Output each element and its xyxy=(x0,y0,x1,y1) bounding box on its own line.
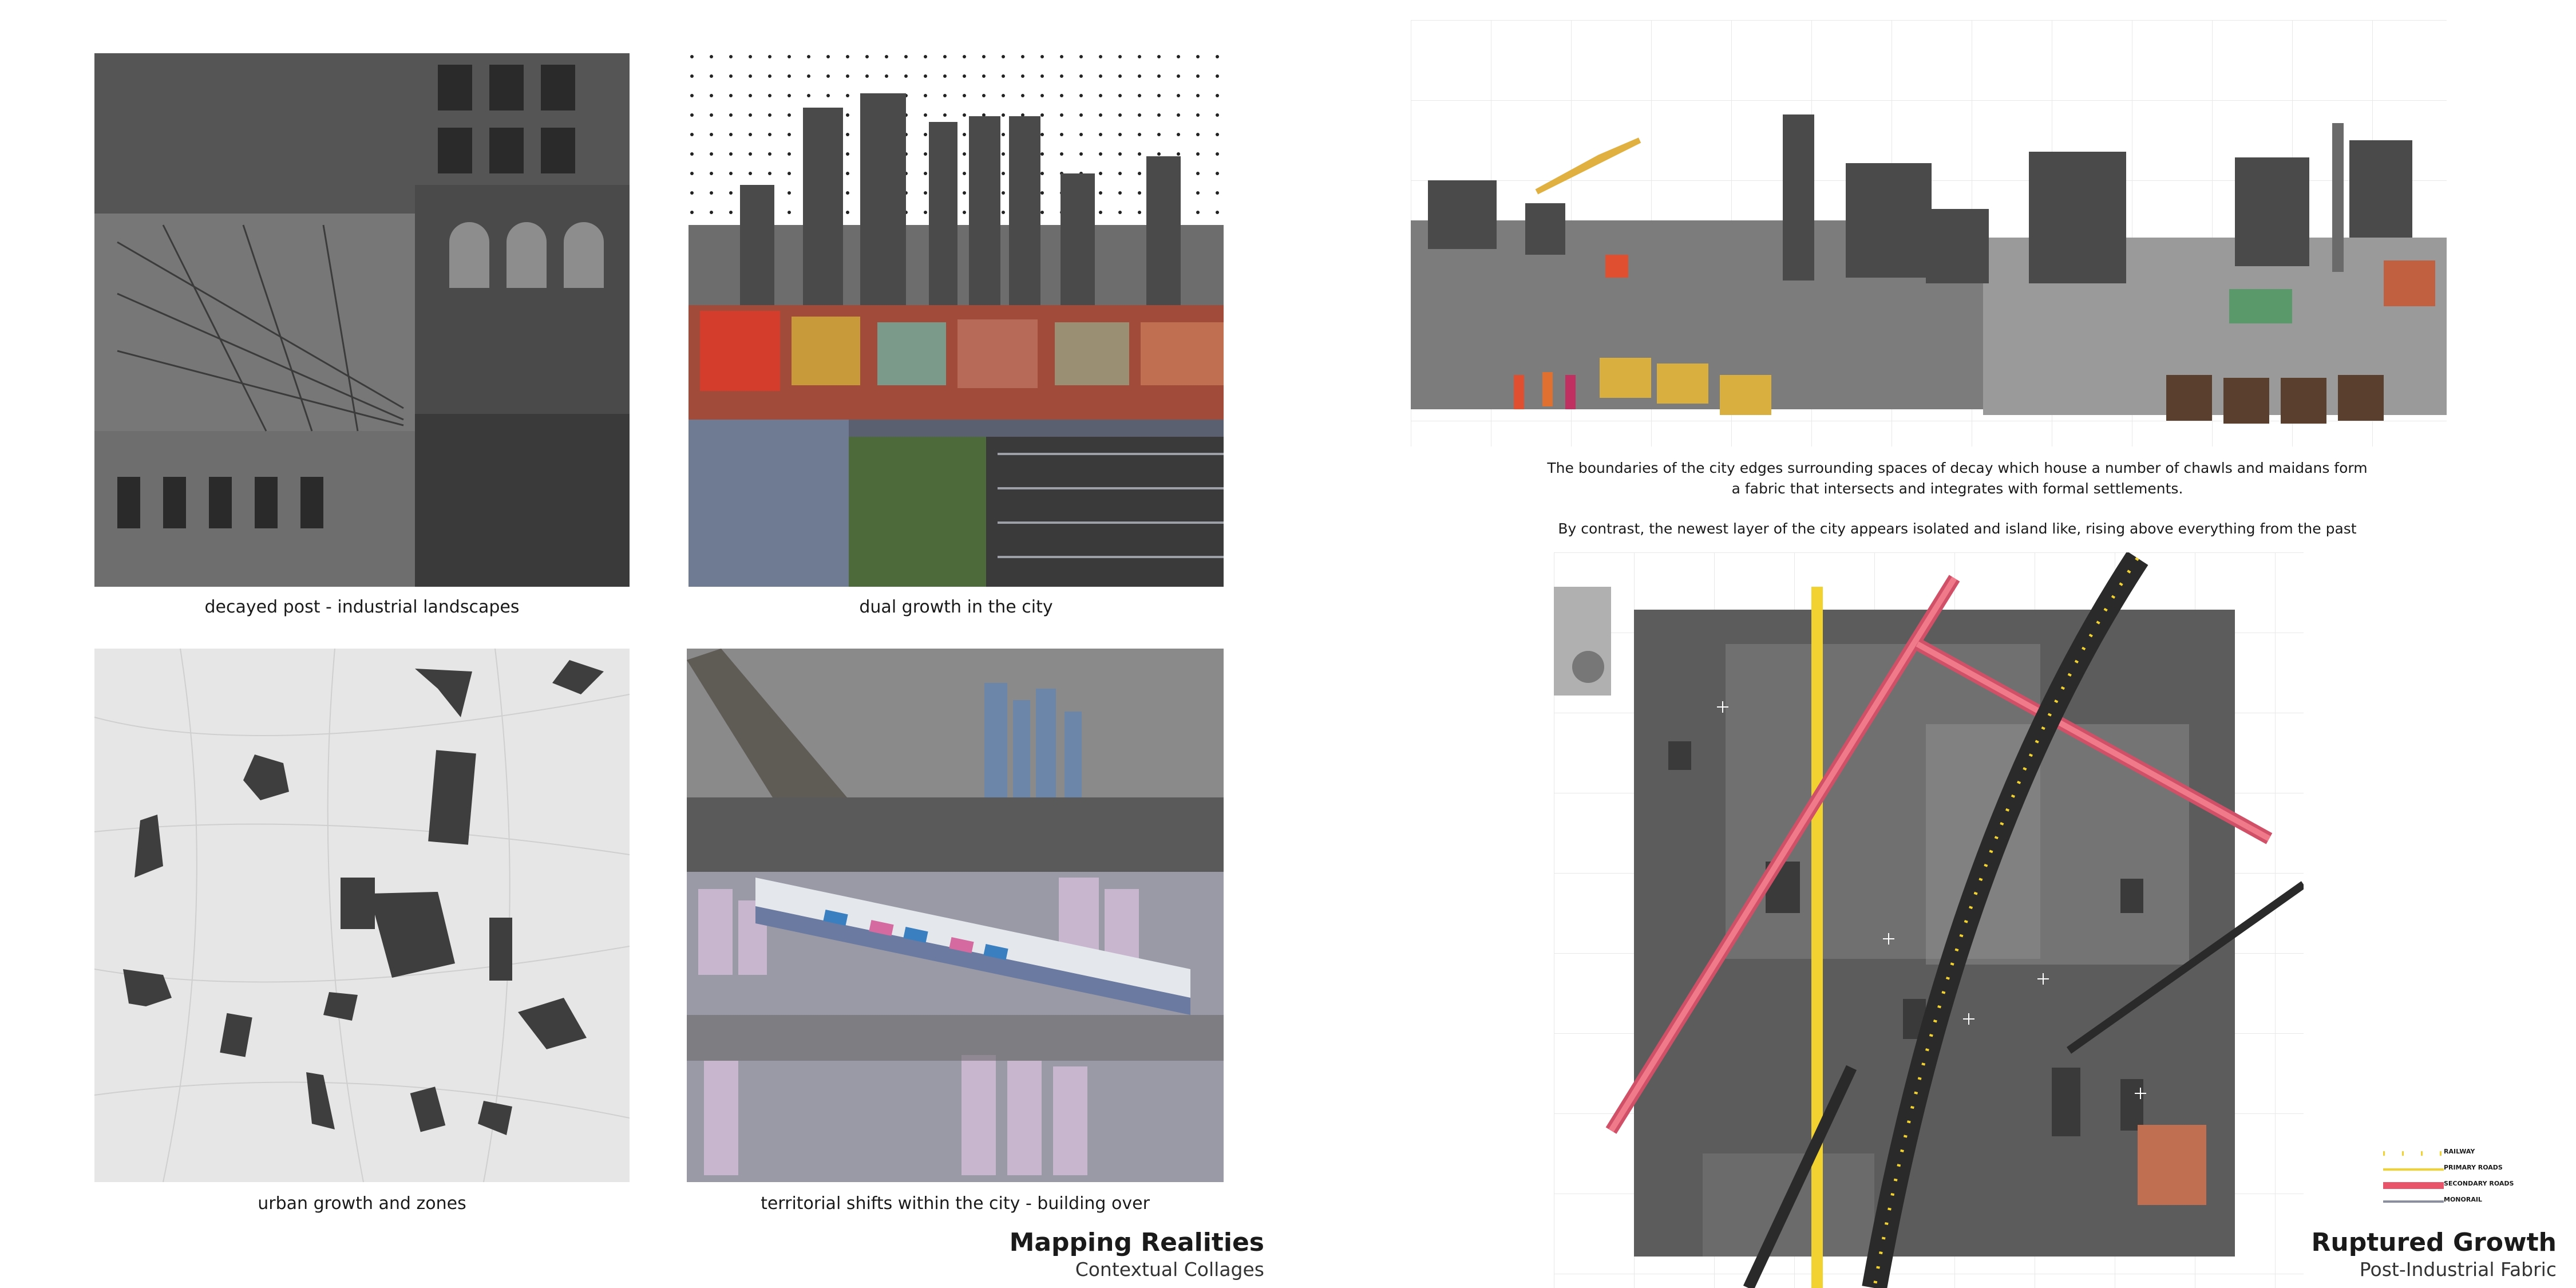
panorama-collage xyxy=(1411,20,2447,447)
caption-dual-growth: dual growth in the city xyxy=(859,597,1053,617)
legend-label-railway: RAILWAY xyxy=(2444,1148,2475,1155)
caption-urban-zones: urban growth and zones xyxy=(258,1194,466,1214)
collage-dual-growth-image xyxy=(688,53,1224,587)
legend-swatch-primary-roads xyxy=(2383,1168,2445,1171)
left-board-subtitle: Contextual Collages xyxy=(1075,1258,1264,1281)
map-legend: RAILWAY PRIMARY ROADS SECONDARY ROADS MO… xyxy=(2381,1148,2553,1211)
collage-territorial-shifts-image xyxy=(687,649,1224,1182)
collage-decayed-landscapes xyxy=(94,53,630,587)
caption-territorial-shifts: territorial shifts within the city - bui… xyxy=(761,1194,1150,1214)
collage-urban-zones-map xyxy=(94,649,630,1182)
description-paragraph-2: By contrast, the newest layer of the cit… xyxy=(1558,520,2357,537)
description-line-2: a fabric that intersects and integrates … xyxy=(1731,480,2183,497)
urban-zones-map-image xyxy=(94,649,630,1182)
panorama-collage-image xyxy=(1411,114,2447,424)
ruptured-growth-map xyxy=(1554,552,2304,1288)
legend-swatch-secondary-roads xyxy=(2383,1182,2445,1189)
legend-label-secondary-roads: SECONDARY ROADS xyxy=(2444,1180,2514,1187)
left-board-title: Mapping Realities xyxy=(1009,1228,1264,1257)
description-line-1: The boundaries of the city edges surroun… xyxy=(1547,460,2368,476)
legend-swatch-railway xyxy=(2383,1151,2445,1156)
legend-row-secondary-roads: SECONDARY ROADS xyxy=(2381,1180,2553,1191)
collage-dual-growth xyxy=(688,53,1224,587)
right-board-title: Ruptured Growth xyxy=(2311,1228,2557,1257)
legend-row-primary-roads: PRIMARY ROADS xyxy=(2381,1164,2553,1175)
description-paragraph-1: The boundaries of the city edges surroun… xyxy=(1488,458,2427,499)
aerial-map-image xyxy=(1554,552,2304,1288)
legend-row-monorail: MONORAIL xyxy=(2381,1196,2553,1207)
caption-decayed-landscapes: decayed post - industrial landscapes xyxy=(204,597,520,617)
collage-territorial-shifts xyxy=(687,649,1224,1182)
legend-label-monorail: MONORAIL xyxy=(2444,1196,2482,1203)
legend-swatch-monorail xyxy=(2383,1200,2445,1203)
collage-decayed-landscapes-image xyxy=(94,53,630,587)
right-board-subtitle: Post-Industrial Fabric xyxy=(2359,1258,2557,1281)
legend-row-railway: RAILWAY xyxy=(2381,1148,2553,1159)
legend-label-primary-roads: PRIMARY ROADS xyxy=(2444,1164,2503,1171)
